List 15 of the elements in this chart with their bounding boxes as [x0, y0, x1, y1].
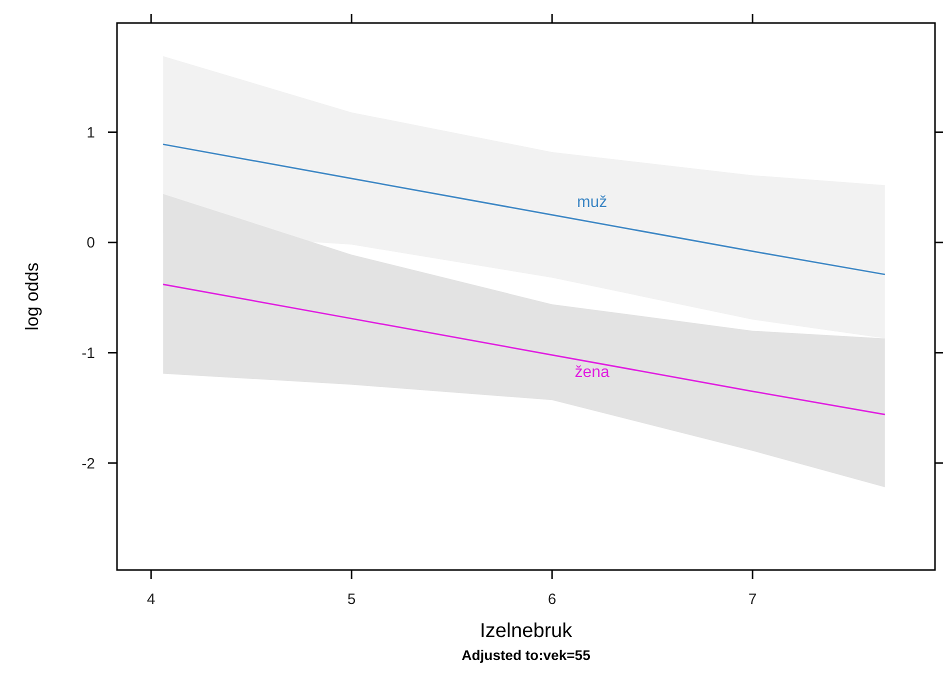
y-tick-label: -1 [82, 344, 95, 362]
y-tick-label: 1 [86, 124, 95, 142]
line-series [162, 284, 886, 416]
y-axis-title: log odds [22, 262, 42, 331]
y-tick-label: -2 [82, 455, 95, 472]
x-tick-label: 4 [146, 591, 156, 608]
x-tick-label: 6 [548, 591, 556, 608]
series-label: žena [574, 364, 610, 381]
x-axis-title: Izelnebruk [480, 620, 574, 642]
x-tick-label: 5 [347, 591, 356, 608]
x-tick-label: 7 [748, 591, 757, 608]
y-tick-label: 0 [86, 234, 95, 252]
line-series [162, 144, 886, 276]
series-label: muž [576, 194, 608, 211]
text: Adjusted to:vek=55 [462, 647, 591, 663]
